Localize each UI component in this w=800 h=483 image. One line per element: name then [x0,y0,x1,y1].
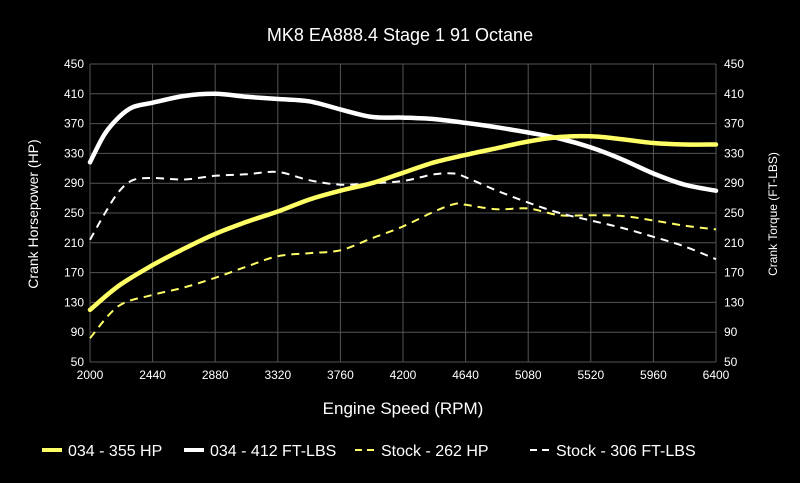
y-tick-label: 170 [64,266,84,280]
y2-tick-label: 130 [724,295,744,309]
y2-tick-label: 50 [724,355,738,369]
legend-label: Stock - 306 FT-LBS [556,443,696,460]
y-axis-left-label: Crank Horsepower (HP) [25,139,41,288]
y-axis-right-label: Crank Torque (FT-LBS) [766,152,780,276]
y2-tick-label: 250 [724,206,744,220]
x-tick-label: 4200 [390,368,417,382]
legend: 034 - 355 HP 034 - 412 FT-LBS Stock - 262 … [42,443,696,460]
x-tick-label: 2880 [202,368,229,382]
legend-label: Stock - 262 HP [381,443,489,460]
series-line-1 [87,133,719,313]
y2-tick-label: 410 [724,87,744,101]
y-tick-label: 290 [64,176,84,190]
y-axis-right-ticks: 50 90 130 170 210 250 290 330 370 410 450 [724,57,744,369]
series-line-3 [89,202,717,339]
x-axis-label: Engine Speed (RPM) [323,399,484,418]
y2-tick-label: 450 [724,57,744,71]
x-tick-label: 2000 [77,368,104,382]
series-line-2 [87,91,719,193]
x-tick-label: 4640 [452,368,479,382]
x-tick-label: 5520 [577,368,604,382]
x-tick-label: 5080 [515,368,542,382]
y2-tick-label: 290 [724,176,744,190]
series-line-4 [89,170,717,261]
y2-tick-label: 210 [724,236,744,250]
y-tick-label: 330 [64,146,84,160]
y-tick-label: 90 [71,325,85,339]
legend-label: 034 - 412 FT-LBS [210,443,336,460]
legend-label: 034 - 355 HP [68,443,162,460]
y2-tick-label: 90 [724,325,738,339]
x-tick-label: 3320 [264,368,291,382]
x-tick-label: 2440 [139,368,166,382]
y2-tick-label: 170 [724,266,744,280]
y2-tick-label: 370 [724,117,744,131]
y-tick-label: 370 [64,117,84,131]
y2-tick-label: 330 [724,146,744,160]
x-tick-label: 3760 [327,368,354,382]
x-tick-label: 5960 [640,368,667,382]
series-lines [87,91,719,339]
y-tick-label: 450 [64,57,84,71]
y-tick-label: 250 [64,206,84,220]
y-tick-label: 210 [64,236,84,250]
x-axis-ticks: 2000 2440 2880 3320 3760 4200 4640 5080 5520 5960… [77,368,730,382]
chart-title: MK8 EA888.4 Stage 1 91 Octane [267,25,533,45]
y-tick-label: 50 [71,355,85,369]
y-tick-label: 410 [64,87,84,101]
x-tick-label: 6400 [703,368,730,382]
y-tick-label: 130 [64,295,84,309]
y-axis-left-ticks: 50 90 130 170 210 250 290 330 370 410 450 [64,57,84,369]
